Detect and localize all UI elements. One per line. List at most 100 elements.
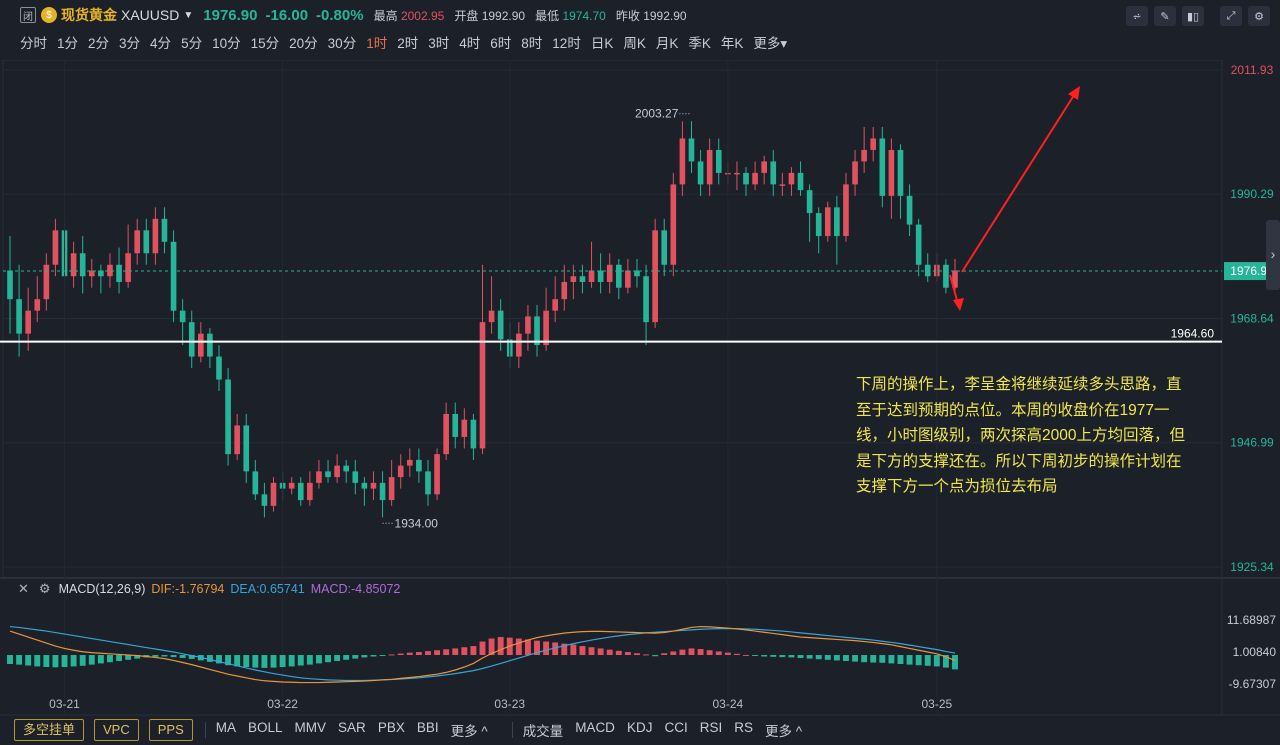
indicator-tab[interactable]: 成交量	[522, 724, 564, 739]
macd-histogram-bar	[670, 651, 677, 656]
macd-histogram-bar	[488, 638, 495, 656]
indicator-tab[interactable]: SAR	[338, 720, 366, 735]
candle-body	[388, 477, 395, 501]
candle-body	[525, 316, 531, 334]
macd-histogram-bar	[261, 655, 268, 668]
stat-prev-close-label: 昨收	[615, 8, 640, 23]
indicator-tab[interactable]: 更多 ^	[764, 724, 803, 739]
period-tab[interactable]: 季K	[688, 36, 711, 51]
chart-area[interactable]: 2011.93 1990.29 1968.64 1946.99 1925.34 03-21…	[0, 60, 1280, 745]
period-tab[interactable]: 2分	[88, 36, 110, 51]
candle-body	[606, 264, 613, 282]
indicator-tab[interactable]: KDJ	[626, 720, 653, 735]
candle-body	[915, 224, 922, 265]
period-tab[interactable]: 10分	[212, 36, 241, 51]
indicator-tab[interactable]: RSI	[699, 720, 723, 735]
indicator-tab[interactable]: PBX	[377, 720, 405, 735]
analysis-annotation: 下周的操作上，李呈金将继续延续多头思路，直至于达到预期的点位。本周的收盘价在19…	[856, 376, 1185, 495]
period-tab[interactable]: 3分	[119, 36, 141, 51]
indicator-tab[interactable]: BOLL	[248, 720, 283, 735]
period-tab[interactable]: 3时	[428, 36, 450, 51]
candle-body	[779, 184, 786, 186]
candle-body	[252, 471, 259, 495]
macd-histogram-bar	[306, 655, 313, 665]
period-tab[interactable]: 30分	[327, 36, 357, 51]
macd-histogram-bar	[352, 655, 359, 659]
stat-open-label: 开盘	[454, 8, 479, 23]
macd-histogram-bar	[688, 648, 695, 656]
period-tab[interactable]: 4时	[459, 36, 481, 51]
candle-body	[470, 419, 477, 449]
candle-body	[434, 454, 440, 495]
period-tab[interactable]: 日K	[590, 36, 614, 51]
indicator-tab[interactable]: CCI	[664, 720, 688, 735]
price-axis-tick: 1925.34	[1230, 560, 1274, 574]
candle-body	[88, 270, 95, 277]
chevron-down-icon[interactable]: ▼	[183, 9, 194, 21]
symbol-code[interactable]: XAUUSD	[121, 7, 180, 23]
macd-histogram-bar	[88, 655, 95, 665]
macd-histogram-bar	[779, 655, 786, 658]
period-tab[interactable]: 1分	[57, 36, 79, 51]
macd-dea: DEA:0.65741	[230, 582, 305, 596]
candle-body	[743, 172, 749, 185]
indicator-tab[interactable]: MMV	[294, 720, 327, 735]
divider	[204, 722, 206, 738]
macd-histogram-bar	[343, 655, 350, 660]
period-tab[interactable]: 2时	[397, 36, 419, 51]
period-tab[interactable]: 月K	[655, 36, 679, 51]
candle-body	[852, 161, 858, 185]
candle-body	[52, 230, 59, 265]
period-tab[interactable]: 1时	[366, 36, 388, 51]
macd-histogram-bar	[279, 655, 286, 668]
gear-icon[interactable]: ⚙	[38, 581, 51, 596]
period-tab[interactable]: 6时	[490, 36, 512, 51]
pen-icon[interactable]: ✎	[1154, 6, 1176, 26]
indicator-tab[interactable]: RS	[734, 720, 753, 735]
macd-histogram-bar	[70, 655, 77, 667]
indicator-tab[interactable]: BBI	[416, 720, 439, 735]
period-tab[interactable]: 周K	[623, 36, 646, 51]
order-button-pps[interactable]: PPS	[148, 719, 193, 741]
symbol-header: 闭 $ 现货黄金 XAUUSD ▼ 1976.90 -16.00 -0.80% …	[0, 0, 1280, 30]
fullscreen-icon[interactable]: ⤢	[1220, 6, 1242, 26]
indicator-tab[interactable]: 更多 ^	[450, 724, 488, 739]
toolbar: ⩫ ✎ ▮▯ ⤢ ⚙	[1126, 6, 1270, 26]
period-tab[interactable]: 12时	[552, 36, 581, 51]
order-button-pending[interactable]: 多空挂单	[14, 719, 85, 741]
macd-histogram-bar	[797, 655, 804, 659]
symbol-name[interactable]: 现货黄金	[61, 7, 117, 23]
close-icon[interactable]: ✕	[18, 581, 29, 596]
candle-body	[307, 482, 313, 501]
macd-histogram-bar	[634, 653, 640, 656]
date-label: 03-24	[712, 697, 743, 711]
line-tool-icon[interactable]: ⩫	[1126, 6, 1148, 26]
period-tab[interactable]: 15分	[250, 36, 280, 51]
period-tab[interactable]: 更多▾	[753, 36, 788, 51]
candle-body	[107, 264, 113, 277]
candle-body	[906, 195, 913, 225]
order-button-vpc[interactable]: VPC	[94, 719, 139, 741]
candle-body	[570, 276, 577, 282]
macd-histogram-bar	[761, 655, 768, 657]
price-axis-tick: 1968.64	[1230, 311, 1274, 325]
period-tab[interactable]: 年K	[720, 36, 744, 51]
settings-icon[interactable]: ⚙	[1248, 6, 1270, 26]
period-tab[interactable]: 分时	[20, 36, 47, 51]
macd-histogram-bar	[106, 655, 113, 663]
period-tab[interactable]: 20分	[289, 36, 318, 51]
candle-body	[198, 333, 204, 357]
macd-histogram-bar	[788, 655, 795, 658]
period-tab[interactable]: 4分	[150, 36, 172, 51]
period-tab[interactable]: 5分	[181, 36, 203, 51]
macd-histogram-bar	[170, 655, 177, 658]
candle-body	[452, 413, 459, 437]
window-toggle-icon[interactable]: 闭	[20, 7, 36, 23]
period-tab[interactable]: 8时	[521, 36, 543, 51]
macd-histogram-bar	[34, 655, 41, 667]
indicator-tab[interactable]: MACD	[575, 720, 615, 735]
candle-style-icon[interactable]: ▮▯	[1182, 6, 1204, 26]
price-chart[interactable]: 2011.93 1990.29 1968.64 1946.99 1925.34 03-21…	[0, 60, 1280, 745]
indicator-tab[interactable]: MA	[215, 720, 237, 735]
macd-histogram-bar	[188, 655, 195, 659]
